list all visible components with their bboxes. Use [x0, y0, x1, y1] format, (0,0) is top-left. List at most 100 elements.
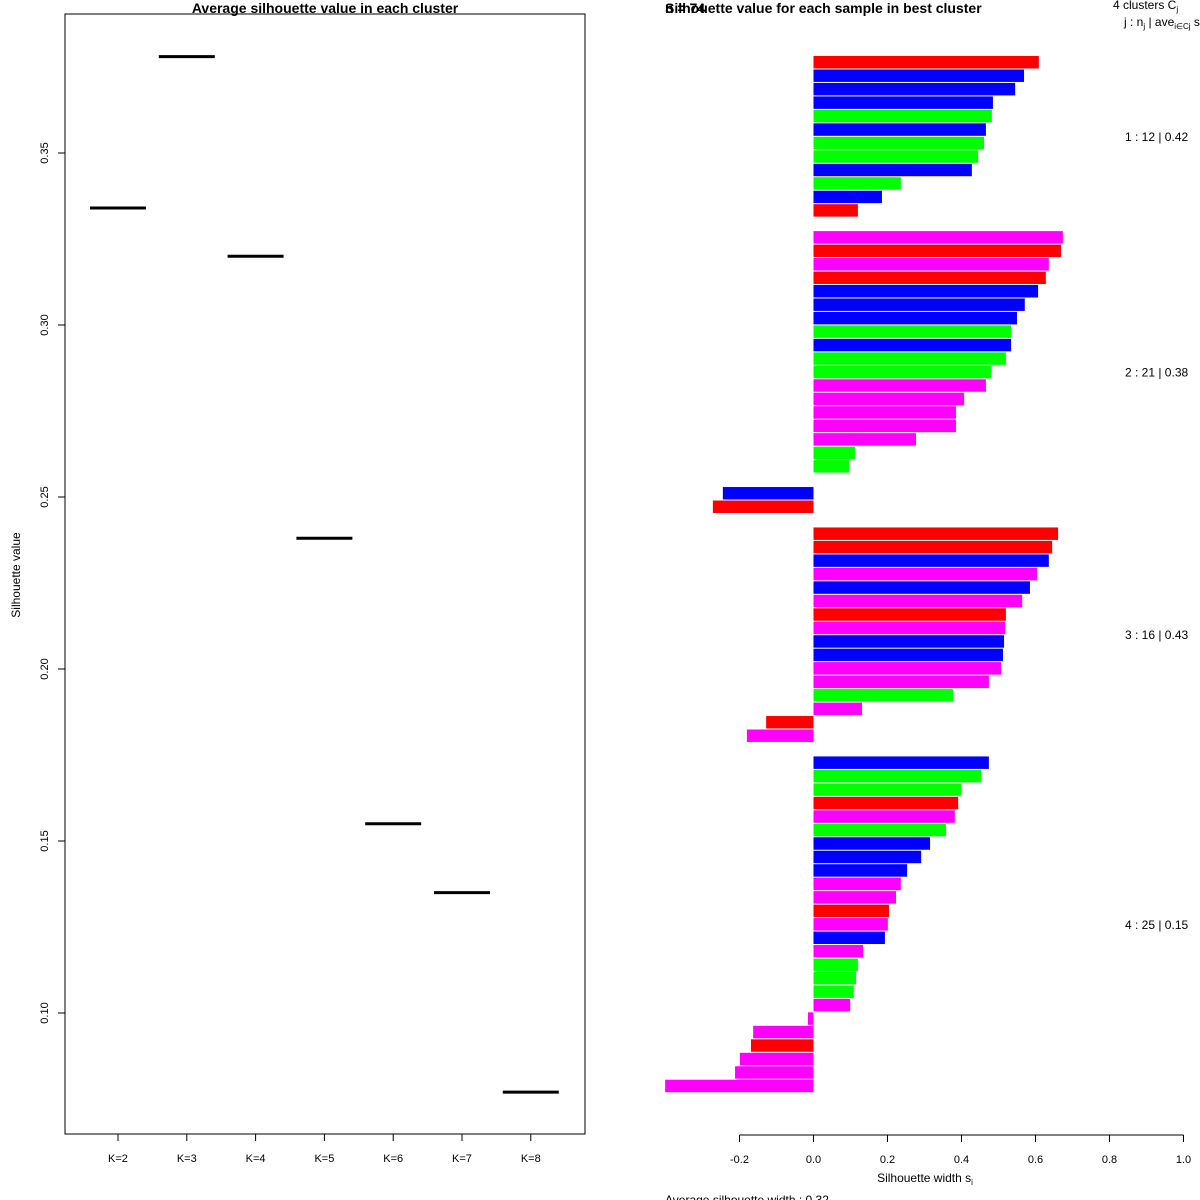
cluster-label-3: 3 : 16 | 0.43 [1125, 628, 1188, 642]
cluster-labels: 1 : 12 | 0.42 2 : 21 | 0.38 3 : 16 | 0.43 4… [1125, 130, 1188, 932]
silhouette-bar-c4 [813, 864, 908, 877]
silhouette-bar-c4 [813, 810, 955, 823]
left-ytick-label: 0.10 [39, 1002, 51, 1023]
silhouette-bar-c4 [813, 931, 885, 945]
silhouette-bar-c4 [813, 756, 989, 769]
legend-line2-a: j : n [1123, 15, 1143, 29]
silhouette-bar-c3 [813, 689, 953, 702]
right-xtick-label: 0.6 [1028, 1154, 1043, 1166]
silhouette-bar-c2 [813, 379, 986, 392]
silhouette-bar-c4 [807, 1012, 814, 1025]
silhouette-bar-c3 [813, 648, 1003, 662]
silhouette-bar-c1 [813, 163, 972, 177]
silhouette-bar-c4 [813, 796, 959, 810]
silhouette-bar-c2 [813, 271, 1046, 284]
right-x-axis: -0.2 0.0 0.2 0.4 0.6 0.8 1.0 [730, 1134, 1191, 1166]
legend-line2-sub2: i∈Cj [1174, 22, 1191, 31]
silhouette-bar-c2 [813, 433, 916, 446]
silhouette-bar-c4 [665, 1079, 814, 1093]
cluster-label-1: 1 : 12 | 0.42 [1125, 130, 1188, 144]
silhouette-bar-c1 [813, 82, 1016, 96]
silhouette-bar-c4 [813, 823, 946, 837]
silhouette-bar-c4 [813, 998, 851, 1012]
left-x-axis: K=2 K=3 K=4 K=5 K=6 K=7 K=8 [108, 1134, 541, 1165]
left-xtick-label: K=7 [452, 1153, 472, 1165]
silhouette-bar-c1 [813, 190, 882, 204]
silhouette-bar-c3 [813, 554, 1049, 567]
right-overlap-text: n = 74 [665, 0, 705, 16]
silhouette-bar-c4 [750, 1039, 814, 1052]
silhouette-bar-c2 [813, 258, 1049, 271]
right-footer: Average silhouette width : 0.32 [665, 1193, 829, 1200]
silhouette-bar-c2 [813, 392, 965, 406]
left-xtick-label: K=2 [108, 1153, 128, 1165]
left-xtick-label: K=3 [177, 1153, 197, 1165]
left-plot-frame [64, 13, 586, 1135]
legend-header-line1: 4 clusters Cj [1113, 0, 1178, 14]
silhouette-bar-c2 [813, 338, 1012, 352]
left-panel: Average silhouette value in each cluster… [9, 0, 586, 1165]
silhouette-bar-c2 [813, 352, 1006, 365]
silhouette-bar-c4 [813, 904, 889, 918]
silhouette-bar-c1 [813, 96, 993, 109]
right-xtick-label: 0.8 [1102, 1154, 1117, 1166]
silhouette-bar-c4 [739, 1052, 814, 1066]
silhouette-bar-c4 [813, 945, 864, 958]
right-title: Silhouette value for each sample in best… [665, 0, 982, 16]
left-ytick-label: 0.15 [39, 830, 51, 851]
silhouette-bar-c4 [813, 783, 962, 796]
silhouette-bar-c3 [813, 608, 1006, 621]
left-y-axis: 0.10 0.15 0.20 0.25 0.30 0.35 [39, 142, 65, 1024]
silhouette-bar-c1 [813, 69, 1025, 82]
silhouette-bar-c2 [813, 446, 855, 460]
right-xtick-label: 0.2 [880, 1154, 895, 1166]
left-ytick-label: 0.20 [39, 658, 51, 679]
left-title: Average silhouette value in each cluster [192, 0, 459, 16]
right-xlabel: Silhouette width si [877, 1171, 973, 1187]
silhouette-bar-c4 [813, 918, 888, 931]
silhouette-bar-c3 [813, 540, 1053, 554]
silhouette-bar-c3 [813, 702, 862, 716]
silhouette-bar-c2 [813, 406, 956, 419]
legend-line2-sub1: j [1142, 22, 1145, 31]
silhouette-bar-c3 [813, 662, 1002, 675]
silhouette-bar-c1 [813, 136, 985, 150]
silhouette-bar-c1 [813, 204, 858, 217]
left-ytick-label: 0.35 [39, 142, 51, 163]
left-marks [90, 55, 559, 1094]
left-ylabel: Silhouette value [9, 532, 23, 618]
silhouette-bar-c4 [813, 850, 922, 864]
silhouette-bar-c3 [813, 635, 1005, 648]
left-xtick-label: K=5 [314, 1153, 334, 1165]
silhouette-bar-c4 [735, 1066, 814, 1079]
silhouette-bar-c4 [813, 958, 858, 971]
silhouette-bar-c2 [813, 231, 1063, 244]
silhouette-bar-c2 [813, 284, 1039, 298]
silhouette-bar-c4 [813, 769, 982, 783]
right-xtick-label: 0.4 [954, 1154, 969, 1166]
left-xtick-label: K=4 [246, 1153, 266, 1165]
silhouette-bar-c3 [746, 729, 814, 742]
cluster-label-2: 2 : 21 | 0.38 [1125, 366, 1188, 380]
silhouette-bar-c1 [813, 123, 986, 136]
legend-line1-main: 4 clusters C [1113, 0, 1177, 12]
silhouette-bar-c3 [813, 594, 1023, 608]
silhouette-bar-c2 [813, 365, 992, 379]
silhouette-bar-c4 [813, 985, 854, 998]
silhouette-bar-c2 [813, 325, 1012, 338]
right-bars [665, 56, 1063, 1093]
legend-line1-sub: j [1175, 5, 1178, 14]
silhouette-bar-c4 [813, 891, 897, 904]
right-xtick-label: 0.0 [806, 1154, 821, 1166]
silhouette-bar-c3 [813, 675, 989, 689]
silhouette-bar-c1 [813, 150, 979, 163]
silhouette-bar-c3 [813, 527, 1059, 540]
left-ytick-label: 0.30 [39, 314, 51, 335]
silhouette-bar-c4 [813, 837, 931, 850]
silhouette-bar-c2 [813, 298, 1025, 311]
silhouette-bar-c3 [813, 567, 1037, 581]
silhouette-bar-c4 [813, 877, 901, 891]
right-panel: n = 74 Silhouette value for each sample … [665, 0, 1200, 1200]
silhouette-bar-c4 [813, 971, 857, 985]
